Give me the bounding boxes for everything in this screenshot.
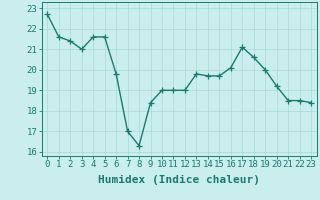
X-axis label: Humidex (Indice chaleur): Humidex (Indice chaleur) bbox=[98, 175, 260, 185]
